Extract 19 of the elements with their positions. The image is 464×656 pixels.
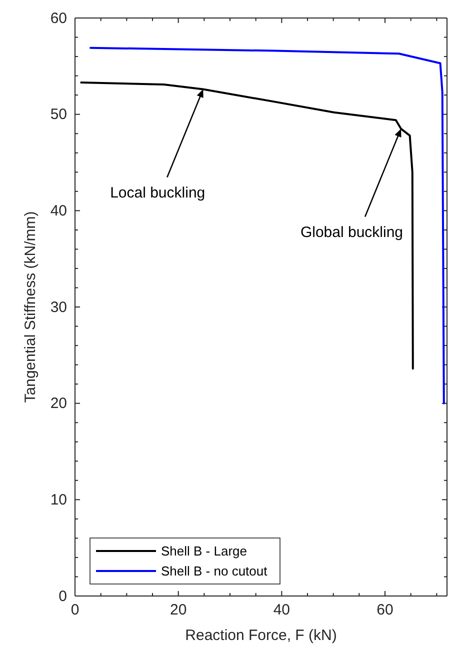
legend-label: Shell B - no cutout [161, 564, 268, 578]
line-series [90, 46, 445, 404]
annotation: Global buckling [300, 224, 404, 241]
y-tick-label: 10 [50, 491, 67, 508]
y-tick-label: 0 [58, 588, 67, 605]
x-tick-label: 60 [376, 602, 394, 619]
y-tick-label: 20 [50, 395, 67, 412]
x-tick-label: 40 [273, 602, 290, 619]
y-tick-label: 40 [50, 202, 67, 220]
annotation: Local buckling [110, 184, 206, 202]
y-tick-label: 30 [50, 298, 67, 316]
legend-label: Shell B - Large [161, 544, 247, 558]
y-tick-label: 50 [50, 106, 67, 124]
y-tick-label: 60 [50, 10, 67, 27]
x-axis-title: Reaction Force, F (kN) [185, 627, 337, 644]
x-tick-label: 0 [70, 602, 80, 619]
y-axis-title: Tangential Stiffness (kN/mm) [22, 211, 39, 403]
x-tick-label: 20 [170, 602, 187, 619]
line-series [80, 82, 414, 370]
